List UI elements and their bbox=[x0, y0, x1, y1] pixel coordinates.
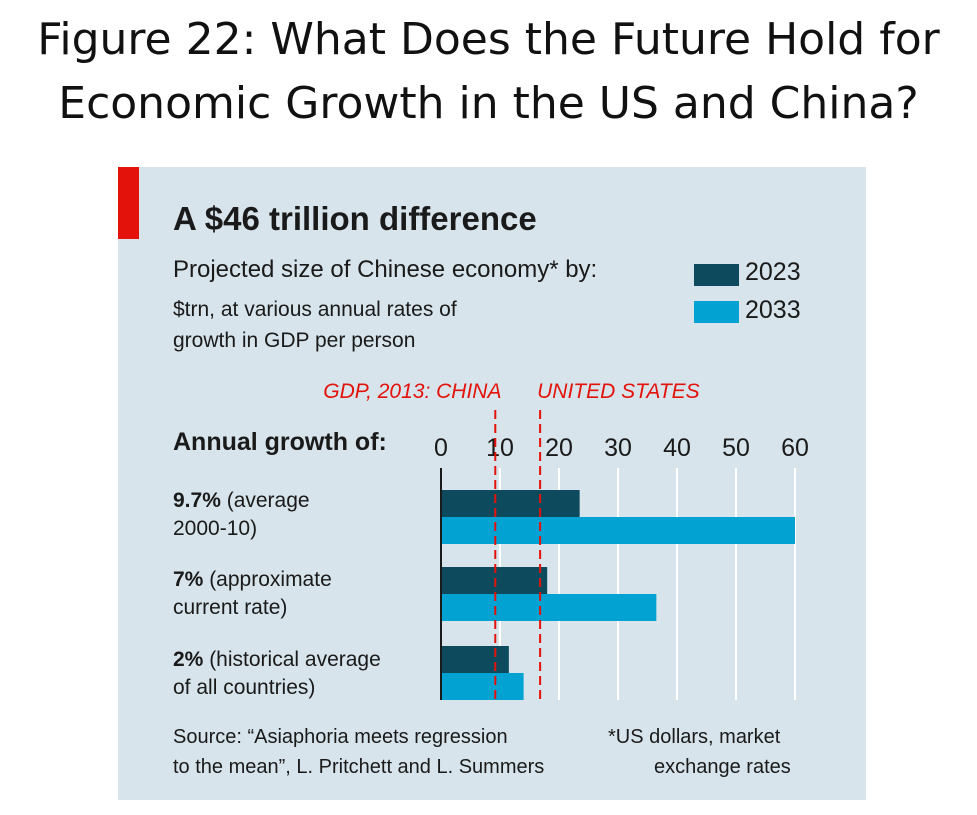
category-desc2-0: 2000-10) bbox=[173, 517, 258, 540]
axis-heading: Annual growth of: bbox=[173, 428, 387, 456]
red-tag-marker bbox=[118, 167, 139, 239]
slide-title: Figure 22: What Does the Future Hold for… bbox=[0, 8, 977, 136]
bar-2033-0 bbox=[441, 517, 795, 544]
chart-title: A $46 trillion difference bbox=[173, 200, 537, 237]
x-tick-label-60: 60 bbox=[781, 434, 809, 462]
unit-note-line-1: $trn, at various annual rates of bbox=[173, 298, 457, 321]
bar-2033-1 bbox=[441, 594, 657, 621]
category-desc-1: (approximate bbox=[203, 568, 332, 591]
category-rate-1: 7% bbox=[173, 568, 204, 591]
source-line-1: Source: “Asiaphoria meets regression bbox=[173, 726, 508, 748]
x-tick-label-40: 40 bbox=[663, 434, 691, 462]
bar-2023-0 bbox=[441, 490, 580, 517]
bar-2033-2 bbox=[441, 673, 524, 700]
x-tick-label-20: 20 bbox=[545, 434, 573, 462]
legend-label-2033: 2033 bbox=[745, 296, 801, 324]
legend-label-2023: 2023 bbox=[745, 258, 801, 286]
bar-2023-2 bbox=[441, 646, 509, 673]
slide-title-line-1: Figure 22: What Does the Future Hold for bbox=[37, 14, 940, 65]
slide-title-line-2: Economic Growth in the US and China? bbox=[58, 78, 919, 129]
category-label-2: 2% (historical average of all countries) bbox=[173, 646, 381, 702]
legend-swatch-2033 bbox=[694, 301, 739, 323]
category-label-0: 9.7% (average 2000-10) bbox=[173, 487, 310, 543]
ref-label-china: GDP, 2013: CHINA bbox=[323, 380, 502, 403]
x-tick-label-10: 10 bbox=[486, 434, 514, 462]
category-rate-2: 2% bbox=[173, 648, 204, 671]
category-desc2-2: of all countries) bbox=[173, 676, 316, 699]
x-tick-label-30: 30 bbox=[604, 434, 632, 462]
x-tick-label-50: 50 bbox=[722, 434, 750, 462]
ref-label-us: UNITED STATES bbox=[537, 380, 700, 403]
bar-2023-1 bbox=[441, 567, 548, 594]
x-tick-label-0: 0 bbox=[434, 434, 448, 462]
legend-swatch-2023 bbox=[694, 264, 739, 286]
chart-subtitle: Projected size of Chinese economy* by: bbox=[173, 256, 598, 283]
category-desc-2: (historical average bbox=[203, 648, 381, 671]
footnote-line-2: exchange rates bbox=[654, 756, 791, 778]
category-desc-0: (average bbox=[220, 489, 310, 512]
source-line-2: to the mean”, L. Pritchett and L. Summer… bbox=[173, 756, 545, 778]
footnote-line-1: *US dollars, market bbox=[608, 726, 781, 748]
unit-note-line-2: growth in GDP per person bbox=[173, 329, 416, 352]
category-label-1: 7% (approximate current rate) bbox=[173, 566, 332, 622]
category-desc2-1: current rate) bbox=[173, 596, 288, 619]
category-rate-0: 9.7% bbox=[173, 489, 221, 512]
